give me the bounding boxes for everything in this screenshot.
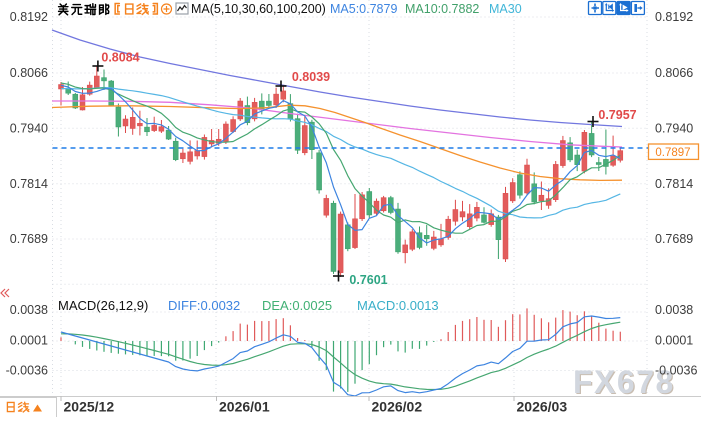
- svg-text:0.7689: 0.7689: [10, 232, 48, 246]
- svg-text:0.8066: 0.8066: [10, 66, 48, 80]
- svg-text:0.0038: 0.0038: [10, 303, 48, 317]
- svg-text:MA10:0.7882: MA10:0.7882: [405, 2, 479, 16]
- svg-text:0.8192: 0.8192: [10, 10, 48, 24]
- svg-text:0.8192: 0.8192: [655, 10, 693, 24]
- svg-text:2025/12: 2025/12: [64, 399, 115, 415]
- svg-text:2026/02: 2026/02: [372, 399, 423, 415]
- svg-text:-0.0036: -0.0036: [6, 364, 48, 378]
- svg-text:MA5:0.7879: MA5:0.7879: [330, 2, 397, 16]
- svg-text:0.7814: 0.7814: [10, 177, 48, 191]
- svg-text:0.7957: 0.7957: [598, 108, 636, 122]
- svg-text:FX678: FX678: [573, 364, 675, 400]
- svg-text:0.7940: 0.7940: [655, 121, 693, 135]
- svg-text:0.8066: 0.8066: [655, 66, 693, 80]
- svg-text:0.7814: 0.7814: [655, 177, 693, 191]
- svg-text:0.8039: 0.8039: [292, 70, 330, 84]
- svg-text:0.0038: 0.0038: [655, 303, 693, 317]
- svg-text:2026/01: 2026/01: [219, 399, 270, 415]
- svg-text:0.0001: 0.0001: [655, 334, 693, 348]
- svg-text:0.8084: 0.8084: [101, 51, 139, 65]
- svg-text:2026/03: 2026/03: [517, 399, 568, 415]
- svg-text:-0.0036: -0.0036: [655, 364, 697, 378]
- svg-text:0.7940: 0.7940: [10, 121, 48, 135]
- svg-text:0.7601: 0.7601: [349, 273, 387, 287]
- svg-text:MA(5,10,30,60,100,200): MA(5,10,30,60,100,200): [191, 2, 326, 16]
- svg-text:MA30: MA30: [489, 2, 522, 16]
- svg-text:0.0001: 0.0001: [10, 334, 48, 348]
- svg-text:0.7897: 0.7897: [655, 147, 690, 159]
- svg-text:0.7689: 0.7689: [655, 232, 693, 246]
